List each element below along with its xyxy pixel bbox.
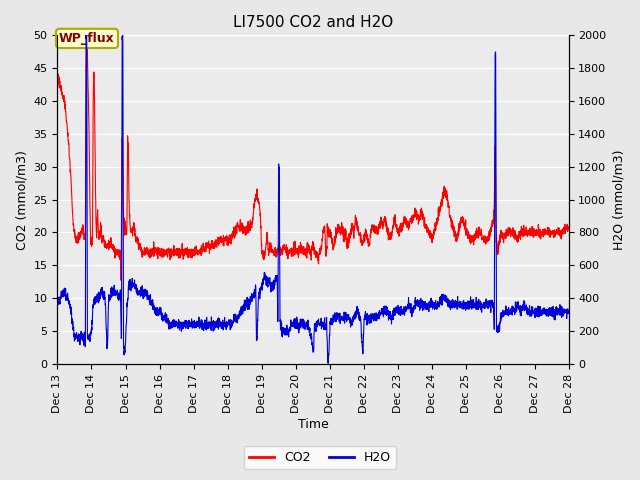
X-axis label: Time: Time <box>298 419 328 432</box>
Text: WP_flux: WP_flux <box>59 32 115 45</box>
Title: LI7500 CO2 and H2O: LI7500 CO2 and H2O <box>233 15 393 30</box>
Legend: CO2, H2O: CO2, H2O <box>244 446 396 469</box>
Y-axis label: CO2 (mmol/m3): CO2 (mmol/m3) <box>15 150 28 250</box>
Y-axis label: H2O (mmol/m3): H2O (mmol/m3) <box>612 149 625 250</box>
